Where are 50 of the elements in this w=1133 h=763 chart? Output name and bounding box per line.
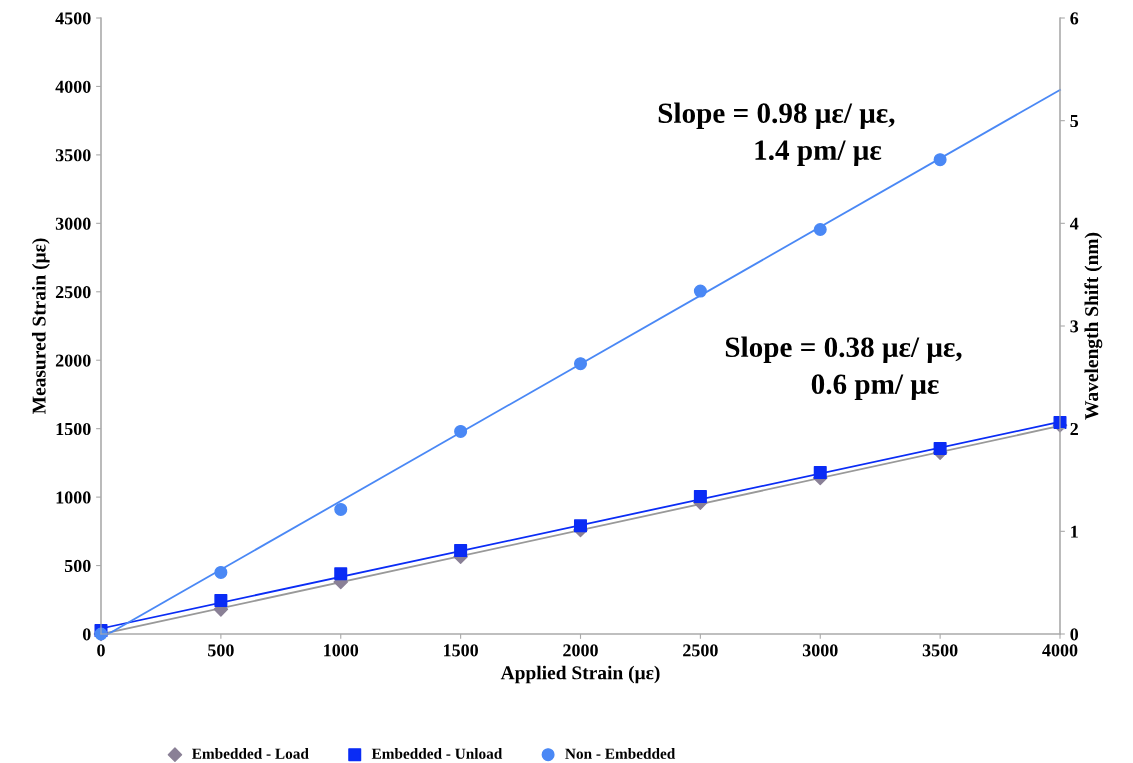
point: [214, 593, 228, 607]
point: [813, 465, 827, 479]
y-tick-label: 3500: [55, 149, 91, 162]
annotation: Slope = 0.98 με/ με,: [658, 102, 895, 129]
y2-tick-label: 3: [1070, 320, 1079, 333]
point: [933, 442, 947, 456]
point: [693, 284, 707, 298]
y2-tick-label: 4: [1069, 217, 1079, 230]
legend-label: Embedded - Load: [192, 748, 309, 759]
point: [573, 357, 588, 371]
point: [334, 567, 348, 581]
annotation: Slope = 0.38 με/ με,: [725, 336, 962, 364]
y-tick-label: 2500: [55, 286, 91, 299]
x-tick-label: 500: [208, 644, 234, 657]
x-tick-label: 1000: [324, 644, 359, 657]
point: [573, 519, 588, 533]
x-tick-label: 2500: [683, 644, 718, 657]
x-tick-label: 0: [97, 644, 105, 657]
y-tick-label: 1500: [56, 422, 91, 436]
y2-tick-label: 0: [1070, 628, 1079, 641]
y-tick-label: 2000: [55, 354, 91, 367]
legend-label: Non - Embedded: [565, 748, 676, 759]
y-tick-label: 500: [64, 559, 91, 572]
point: [214, 565, 228, 579]
point: [454, 424, 468, 438]
annotation: 1.4 pm/ με: [755, 140, 882, 166]
y-tick-label: 1000: [56, 491, 91, 504]
point: [454, 543, 468, 558]
x-tick-label: 1500: [444, 644, 478, 657]
y-tick-label: 4000: [55, 80, 91, 93]
annotation: 0.6 pm/ με: [811, 374, 939, 400]
y2-tick-label: 2: [1070, 422, 1078, 435]
point: [933, 153, 947, 167]
legend-label: Embedded - Unload: [371, 748, 503, 759]
point: [813, 222, 827, 236]
x-tick-label: 4000: [1042, 644, 1078, 657]
y-tick-label: 4500: [55, 12, 91, 25]
point: [334, 502, 348, 516]
y-tick-label: 0: [82, 628, 91, 641]
y2-tick-label: 5: [1070, 115, 1079, 128]
point: [693, 489, 707, 503]
x-tick-label: 3500: [922, 644, 958, 657]
x-tick-label: 3000: [802, 644, 838, 657]
x-tick-label: 2000: [563, 644, 598, 657]
y2-tick-label: 1: [1071, 525, 1078, 538]
y2-tick-label: 6: [1070, 12, 1079, 25]
y2-axis-title: Wavelength Shift (nm): [1084, 232, 1103, 420]
y-tick-label: 3000: [55, 217, 91, 230]
x-axis-title: Applied Strain (με): [500, 665, 660, 684]
y-axis-title: Measured Strain (με): [31, 238, 50, 415]
